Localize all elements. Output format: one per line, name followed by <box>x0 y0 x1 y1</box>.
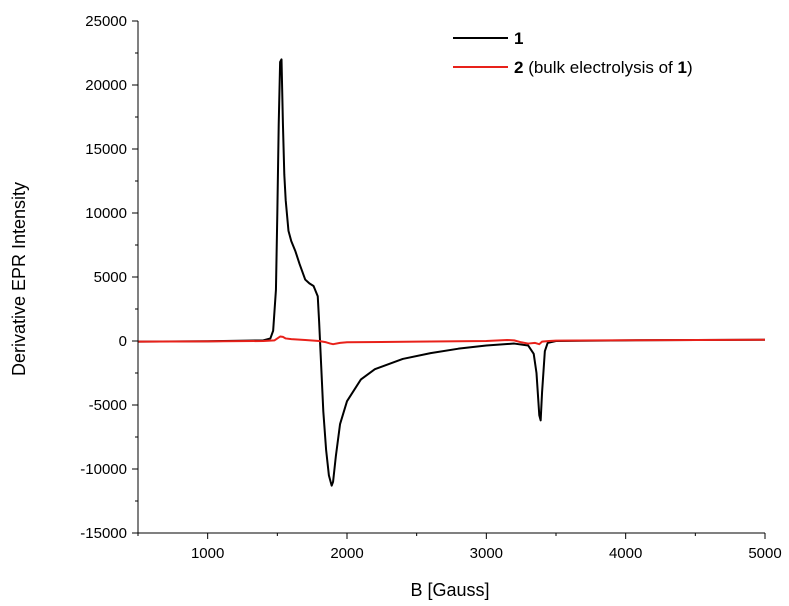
legend-label-2: 2 (bulk electrolysis of 1) <box>514 58 693 77</box>
y-tick-label: -15000 <box>80 525 127 542</box>
y-tick-label: 5000 <box>94 269 127 286</box>
x-tick-label: 2000 <box>330 545 363 562</box>
x-axis-title: B [Gauss] <box>410 580 489 600</box>
y-tick-label: 10000 <box>85 205 127 222</box>
axes: 1000 2000 3000 4000 5000 -15000 -10000 -5000 0 50… <box>80 13 781 562</box>
y-tick-label: 20000 <box>85 77 127 94</box>
x-tick-label: 4000 <box>609 545 642 562</box>
x-tick-label: 1000 <box>191 545 224 562</box>
series-line-1 <box>138 58 765 487</box>
plot-area <box>138 58 765 487</box>
legend: 1 2 (bulk electrolysis of 1) <box>453 29 693 77</box>
y-tick-label: 0 <box>119 333 127 350</box>
series-line-2 <box>138 335 765 346</box>
y-tick-label: -10000 <box>80 461 127 478</box>
legend-label-1: 1 <box>514 29 523 48</box>
y-axis-title: Derivative EPR Intensity <box>9 182 29 376</box>
y-tick-label: 15000 <box>85 141 127 158</box>
x-tick-label: 5000 <box>748 545 781 562</box>
y-tick-label: -5000 <box>89 397 127 414</box>
y-tick-label: 25000 <box>85 13 127 30</box>
x-tick-label: 3000 <box>470 545 503 562</box>
